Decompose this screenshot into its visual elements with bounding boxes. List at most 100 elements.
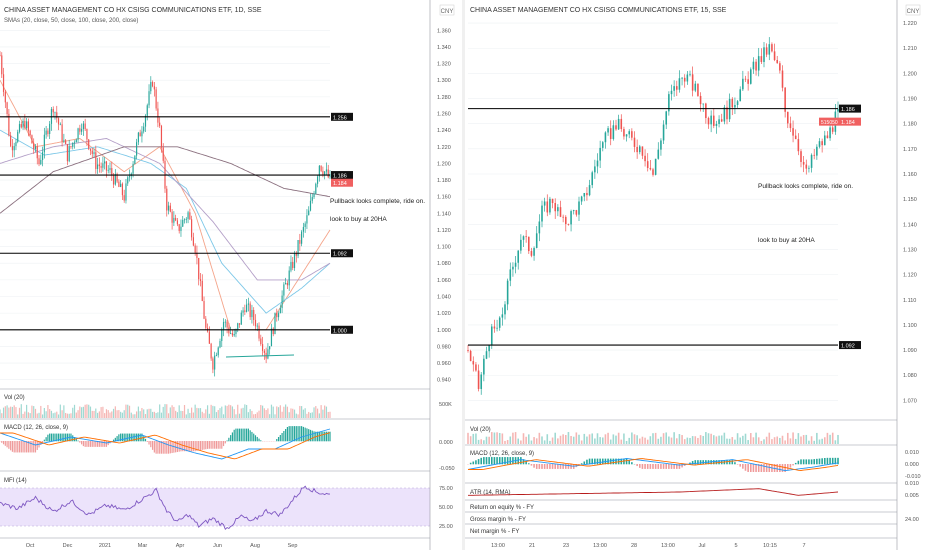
fund-row-label-1: Gross margin % - FY — [470, 517, 526, 523]
macd-histogram-bar — [167, 441, 170, 454]
candle-body — [525, 236, 527, 238]
candle-body — [675, 86, 678, 90]
candle-body — [662, 124, 665, 141]
candle-body — [61, 124, 63, 142]
macd-histogram-bar — [210, 441, 212, 449]
volume-bar — [768, 432, 771, 444]
candle-body — [240, 312, 242, 325]
candle-body — [299, 240, 301, 244]
volume-bar — [707, 433, 710, 444]
macd-histogram-bar — [588, 458, 591, 465]
macd-histogram-bar — [543, 464, 546, 469]
volume-bar — [15, 407, 17, 418]
price-tick-label: 1.080 — [437, 261, 451, 267]
macd-histogram-bar — [792, 464, 794, 466]
macd-histogram-bar — [562, 464, 564, 469]
macd-histogram-bar — [295, 426, 297, 442]
macd-histogram-bar — [641, 464, 644, 469]
volume-bar — [726, 438, 728, 444]
price-tick-label: 1.100 — [903, 323, 917, 329]
macd-histogram-bar — [763, 464, 765, 472]
volume-bar — [831, 432, 834, 444]
candle-body — [297, 240, 299, 256]
level-tag — [331, 325, 353, 334]
volume-bar — [678, 434, 681, 444]
volume-bar — [47, 405, 49, 418]
volume-bar — [747, 440, 749, 444]
volume-bar — [34, 408, 37, 418]
price-tick-label: 1.160 — [903, 172, 917, 178]
left-macd-tick-1: -0.050 — [439, 466, 455, 472]
volume-bar — [554, 432, 557, 444]
macd-histogram-bar — [276, 439, 278, 442]
candle-body — [6, 102, 8, 114]
macd-histogram-bar — [302, 426, 304, 442]
time-tick-label: Apr — [176, 543, 185, 549]
volume-bar — [10, 406, 12, 418]
volume-bar — [578, 434, 580, 444]
volume-bar — [269, 414, 271, 418]
macd-histogram-bar — [475, 460, 477, 465]
candle-body — [237, 323, 239, 330]
macd-histogram-bar — [40, 441, 42, 445]
candle-body — [208, 331, 210, 344]
candle-body — [752, 61, 755, 70]
volume-bar — [311, 412, 313, 418]
volume-bar — [26, 404, 28, 418]
macd-histogram-bar — [143, 436, 145, 442]
candle-body — [829, 127, 831, 139]
macd-histogram-bar — [79, 441, 81, 443]
candle-body — [260, 338, 262, 345]
svg-text:CNY: CNY — [907, 9, 920, 15]
macd-histogram-bar — [238, 428, 241, 442]
macd-histogram-bar — [10, 441, 12, 451]
candle-body — [816, 146, 818, 156]
candle-body — [127, 177, 129, 184]
candle-body — [162, 147, 164, 161]
price-tick-label: 1.120 — [437, 228, 451, 234]
candle-body — [670, 90, 673, 95]
candle-body — [246, 304, 248, 312]
macd-histogram-bar — [325, 431, 328, 442]
candle-body — [601, 142, 604, 148]
macd-histogram-bar — [800, 459, 802, 465]
candle-body — [41, 152, 44, 160]
right-chart-title: CHINA ASSET MANAGEMENT CO HX CSISG COMMU… — [470, 7, 727, 14]
volume-bar — [54, 412, 56, 418]
candle-body — [38, 158, 40, 165]
volume-bar — [299, 405, 301, 418]
candle-body — [11, 145, 14, 151]
candle-body — [837, 109, 839, 112]
macd-histogram-bar — [6, 441, 8, 448]
candle-body — [567, 224, 570, 225]
volume-bar — [93, 410, 95, 418]
volume-bar — [286, 406, 289, 418]
volume-bar — [31, 405, 33, 418]
candle-body — [315, 183, 317, 194]
volume-bar — [816, 432, 818, 444]
volume-bar — [522, 433, 525, 444]
macd-histogram-bar — [538, 464, 541, 469]
macd-histogram-bar — [242, 428, 244, 442]
macd-histogram-bar — [615, 458, 617, 465]
time-tick-label: Jul — [698, 543, 705, 549]
macd-histogram-bar — [623, 458, 625, 465]
candle-body — [702, 103, 705, 105]
left-chart[interactable]: CHINA ASSET MANAGEMENT CO HX CSISG COMMU… — [0, 0, 455, 550]
candle-body — [596, 160, 599, 167]
right-chart[interactable]: CHINA ASSET MANAGEMENT CO HX CSISG COMMU… — [465, 0, 921, 550]
volume-bar — [210, 404, 212, 418]
macd-histogram-bar — [594, 458, 596, 465]
macd-histogram-bar — [631, 462, 633, 465]
volume-bar — [694, 436, 697, 444]
candle-body — [277, 313, 280, 318]
candle-body — [818, 141, 821, 147]
left-chart-title: CHINA ASSET MANAGEMENT CO HX CSISG COMMU… — [4, 7, 262, 14]
candle-body — [467, 350, 469, 351]
volume-bar — [786, 432, 789, 444]
macd-histogram-bar — [789, 464, 792, 468]
candle-body — [681, 77, 683, 79]
macd-histogram-bar — [249, 430, 251, 442]
candle-body — [283, 284, 285, 296]
